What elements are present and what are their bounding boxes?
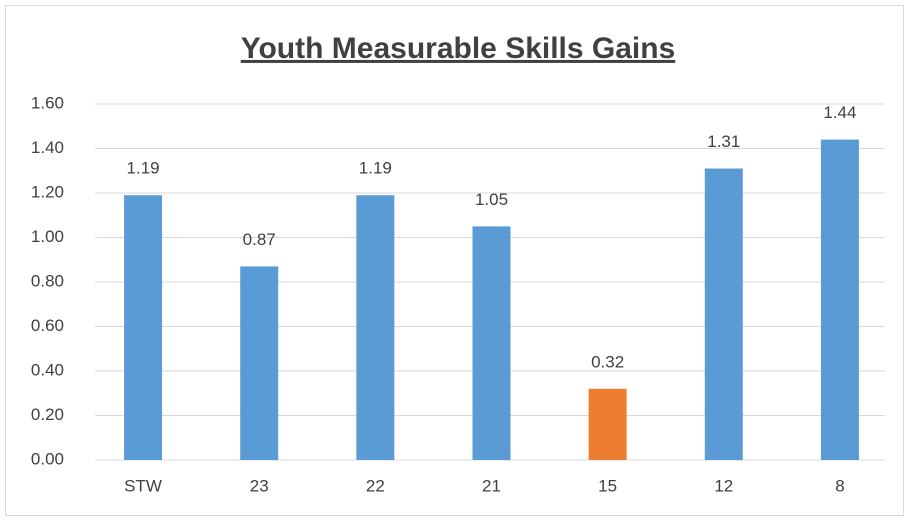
y-tick-label: 1.20 [31, 182, 64, 201]
bar [124, 195, 163, 460]
x-tick-label: 15 [598, 476, 617, 495]
data-label: 1.44 [823, 103, 856, 122]
x-tick-label: 23 [250, 476, 269, 495]
data-label: 1.19 [127, 159, 160, 178]
bar [704, 168, 743, 460]
data-label: 1.19 [359, 159, 392, 178]
x-tick-label: 8 [835, 476, 844, 495]
y-tick-label: 0.80 [31, 271, 64, 290]
y-tick-label: 1.00 [31, 227, 64, 246]
bar [588, 388, 627, 460]
y-tick-label: 0.60 [31, 316, 64, 335]
y-tick-label: 1.60 [31, 93, 64, 112]
bar [356, 195, 395, 460]
y-tick-label: 0.20 [31, 405, 64, 424]
data-label: 0.87 [243, 230, 276, 249]
y-tick-label: 0.40 [31, 360, 64, 379]
data-label: 1.31 [707, 132, 740, 151]
chart-title: Youth Measurable Skills Gains [241, 32, 676, 65]
bar [472, 226, 511, 460]
x-tick-label: 22 [366, 476, 385, 495]
x-tick-label: 12 [714, 476, 733, 495]
bar [240, 266, 279, 460]
x-tick-label: STW [124, 476, 162, 495]
y-tick-label: 0.00 [31, 449, 64, 468]
x-tick-label: 21 [482, 476, 501, 495]
bar [820, 139, 859, 460]
data-label: 1.05 [475, 190, 508, 209]
data-label: 0.32 [591, 352, 624, 371]
y-tick-label: 1.40 [31, 138, 64, 157]
